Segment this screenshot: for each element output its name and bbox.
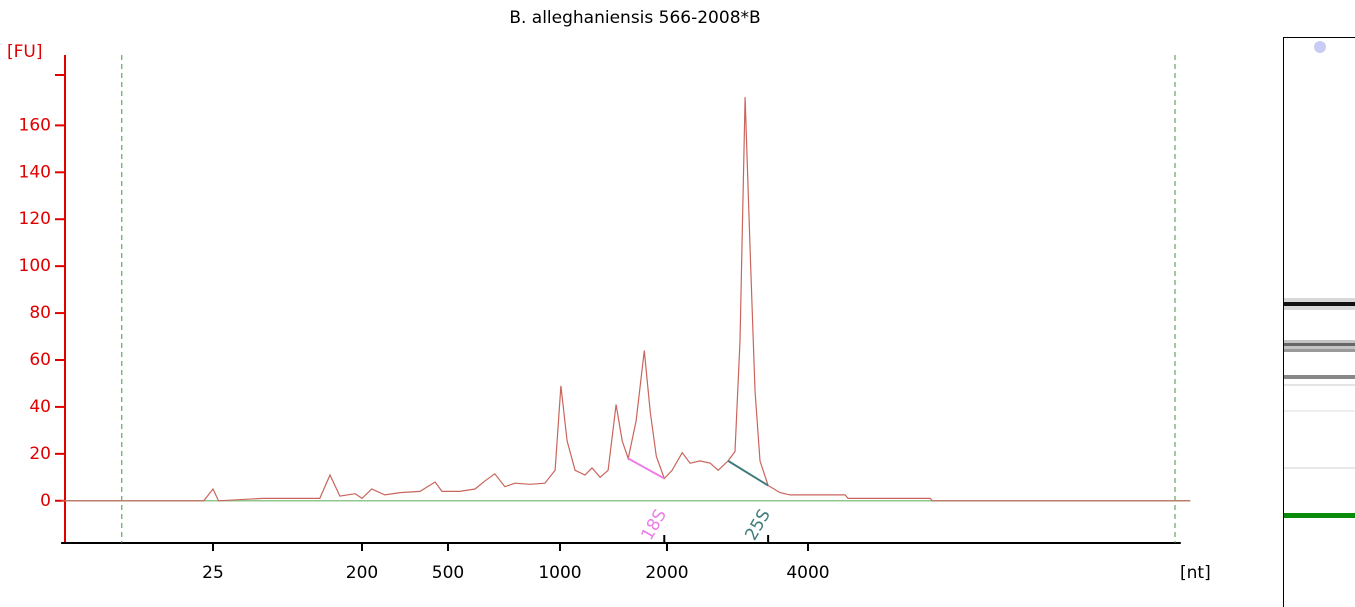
annotation-line bbox=[627, 457, 665, 480]
x-tick-label: 500 bbox=[432, 563, 464, 583]
y-tick-label: 20 bbox=[29, 444, 51, 464]
x-tick-label: 25 bbox=[202, 563, 224, 583]
x-tick-label: 2000 bbox=[645, 563, 688, 583]
annotation-label: 18S bbox=[638, 506, 672, 544]
chart-title: B. alleghaniensis 566-2008*B bbox=[509, 8, 760, 28]
y-tick-label: 60 bbox=[29, 350, 51, 370]
trace bbox=[61, 97, 1191, 502]
x-tick-label: 4000 bbox=[786, 563, 829, 583]
x-tick-label: 200 bbox=[346, 563, 378, 583]
annotation-label: 25S bbox=[741, 506, 775, 544]
x-axis-label: [nt] bbox=[1180, 563, 1211, 583]
y-axis-label: [FU] bbox=[7, 42, 43, 62]
y-tick-label: 140 bbox=[19, 162, 51, 182]
gel-lane bbox=[1283, 37, 1355, 607]
y-tick-label: 40 bbox=[29, 397, 51, 417]
y-tick-label: 160 bbox=[19, 115, 51, 135]
y-tick-label: 120 bbox=[19, 209, 51, 229]
annotation-line bbox=[727, 460, 769, 487]
y-tick-label: 80 bbox=[29, 303, 51, 323]
y-tick-label: 100 bbox=[19, 256, 51, 276]
x-tick-label: 1000 bbox=[538, 563, 581, 583]
y-tick-label: 0 bbox=[40, 491, 51, 511]
